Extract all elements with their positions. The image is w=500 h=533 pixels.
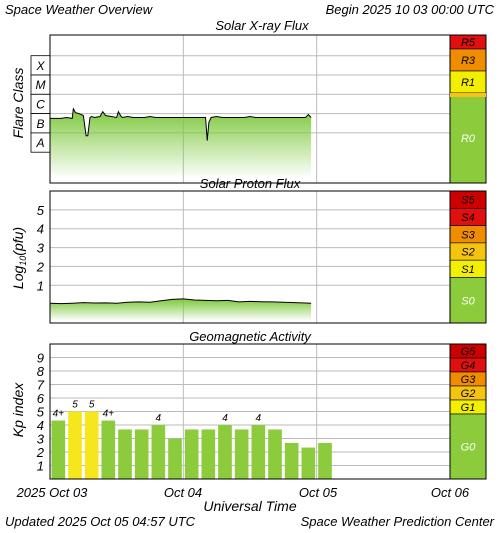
kp-bar-10	[218, 425, 232, 479]
kp-ylabel: Kp index	[10, 382, 26, 437]
kp-scale-g3-label: G3	[461, 374, 477, 386]
proton-ytick-4: 4	[37, 222, 44, 237]
proton-scale-s2-label: S2	[461, 247, 474, 259]
proton-ytick-3: 3	[37, 241, 45, 256]
xray-class-a: A	[35, 136, 44, 150]
xray-class-x: X	[35, 59, 45, 73]
proton-ytick-2: 2	[36, 259, 45, 274]
proton-scale-scale-frame	[449, 190, 487, 324]
kp-ytick-1: 1	[37, 459, 44, 474]
x-tick-oct06: Oct 06	[431, 485, 470, 500]
proton-flux-line	[49, 298, 312, 305]
updated-time: Updated 2025 Oct 05 04:57 UTC	[5, 514, 196, 529]
kp-bar-label-12: 4	[256, 413, 262, 424]
kp-ytick-7: 7	[37, 378, 45, 393]
kp-bar-label-2: 5	[89, 400, 95, 411]
proton-ytick-1: 1	[37, 278, 44, 293]
kp-ytick-9: 9	[37, 351, 44, 366]
kp-scale-g1-label: G1	[461, 402, 476, 414]
xray-title: Solar X-ray Flux	[215, 18, 309, 33]
proton-flux-area	[50, 298, 312, 321]
kp-bar-14	[284, 442, 299, 479]
kp-ytick-5: 5	[37, 405, 45, 420]
kp-scale-scale-frame	[449, 343, 487, 480]
kp-bar-13	[268, 429, 282, 479]
kp-bar-3	[101, 420, 116, 479]
kp-bar-11	[234, 429, 249, 479]
proton-ylabel: Log10(pfu)	[10, 227, 28, 289]
kp-bar-label-3: 4+	[103, 409, 115, 420]
xray-scale-r2-sliver	[450, 93, 486, 97]
kp-bar-label-0: 4+	[53, 409, 65, 420]
xray-scale-scale-frame	[449, 34, 487, 184]
kp-bar-4	[118, 429, 132, 479]
xray-flux-area	[50, 108, 312, 179]
kp-bar-label-10: 4	[222, 413, 228, 424]
xray-scale-r5-label: R5	[461, 37, 476, 49]
kp-ytick-3: 3	[37, 432, 45, 447]
kp-bar-7	[168, 438, 182, 479]
kp-bar-6	[151, 425, 166, 479]
x-tick-oct04: Oct 04	[164, 485, 202, 500]
kp-bar-12	[251, 425, 266, 479]
kp-scale-g2-label: G2	[461, 388, 476, 400]
kp-bar-15	[301, 447, 316, 479]
kp-scale-g5-label: G5	[461, 346, 477, 358]
proton-scale-s4-label: S4	[461, 212, 474, 224]
begin-time: Begin 2025 10 03 00:00 UTC	[325, 2, 494, 17]
kp-ytick-8: 8	[37, 364, 45, 379]
kp-bar-0	[51, 420, 66, 479]
xray-flux-line	[50, 107, 312, 141]
x-tick-oct03: 2025 Oct 03	[16, 485, 89, 500]
kp-scale-g0-label: G0	[461, 442, 477, 454]
x-tick-oct05: Oct 05	[299, 485, 338, 500]
kp-bar-16	[318, 442, 332, 479]
kp-bar-5	[134, 429, 149, 479]
proton-ytick-5: 5	[37, 203, 45, 218]
xray-scale-r3-label: R3	[461, 55, 476, 67]
kp-ytick-6: 6	[37, 391, 45, 406]
proton-scale-s5-label: S5	[461, 195, 475, 207]
proton-scale-s1-label: S1	[461, 264, 474, 276]
x-axis-label: Universal Time	[203, 498, 296, 514]
proton-ylabel-main: Log	[10, 266, 26, 290]
kp-bar-label-1: 5	[72, 400, 78, 411]
kp-bar-8	[184, 429, 199, 479]
kp-bar-9	[201, 429, 216, 479]
kp-ytick-2: 2	[36, 445, 45, 460]
xray-ylabel: Flare Class	[10, 68, 26, 139]
credit: Space Weather Prediction Center	[300, 514, 494, 529]
app-title: Space Weather Overview	[5, 2, 153, 17]
kp-bar-1	[68, 411, 82, 479]
kp-ytick-4: 4	[37, 418, 44, 433]
proton-ylabel-sub: 10	[18, 256, 28, 266]
xray-class-m: M	[36, 78, 46, 92]
proton-scale-s3-label: S3	[461, 229, 475, 241]
kp-bar-label-6: 4	[156, 413, 162, 424]
xray-scale-r1-label: R1	[461, 77, 475, 89]
kp-title: Geomagnetic Activity	[189, 329, 312, 344]
kp-scale-g4-label: G4	[461, 360, 476, 372]
xray-scale-r0-label: R0	[461, 133, 476, 145]
proton-ylabel-tail: (pfu)	[10, 227, 26, 256]
kp-bar-2	[84, 411, 99, 479]
xray-class-c: C	[36, 97, 45, 111]
proton-title: Solar Proton Flux	[200, 176, 301, 191]
proton-scale-s0-label: S0	[461, 295, 475, 307]
xray-class-b: B	[36, 117, 44, 131]
